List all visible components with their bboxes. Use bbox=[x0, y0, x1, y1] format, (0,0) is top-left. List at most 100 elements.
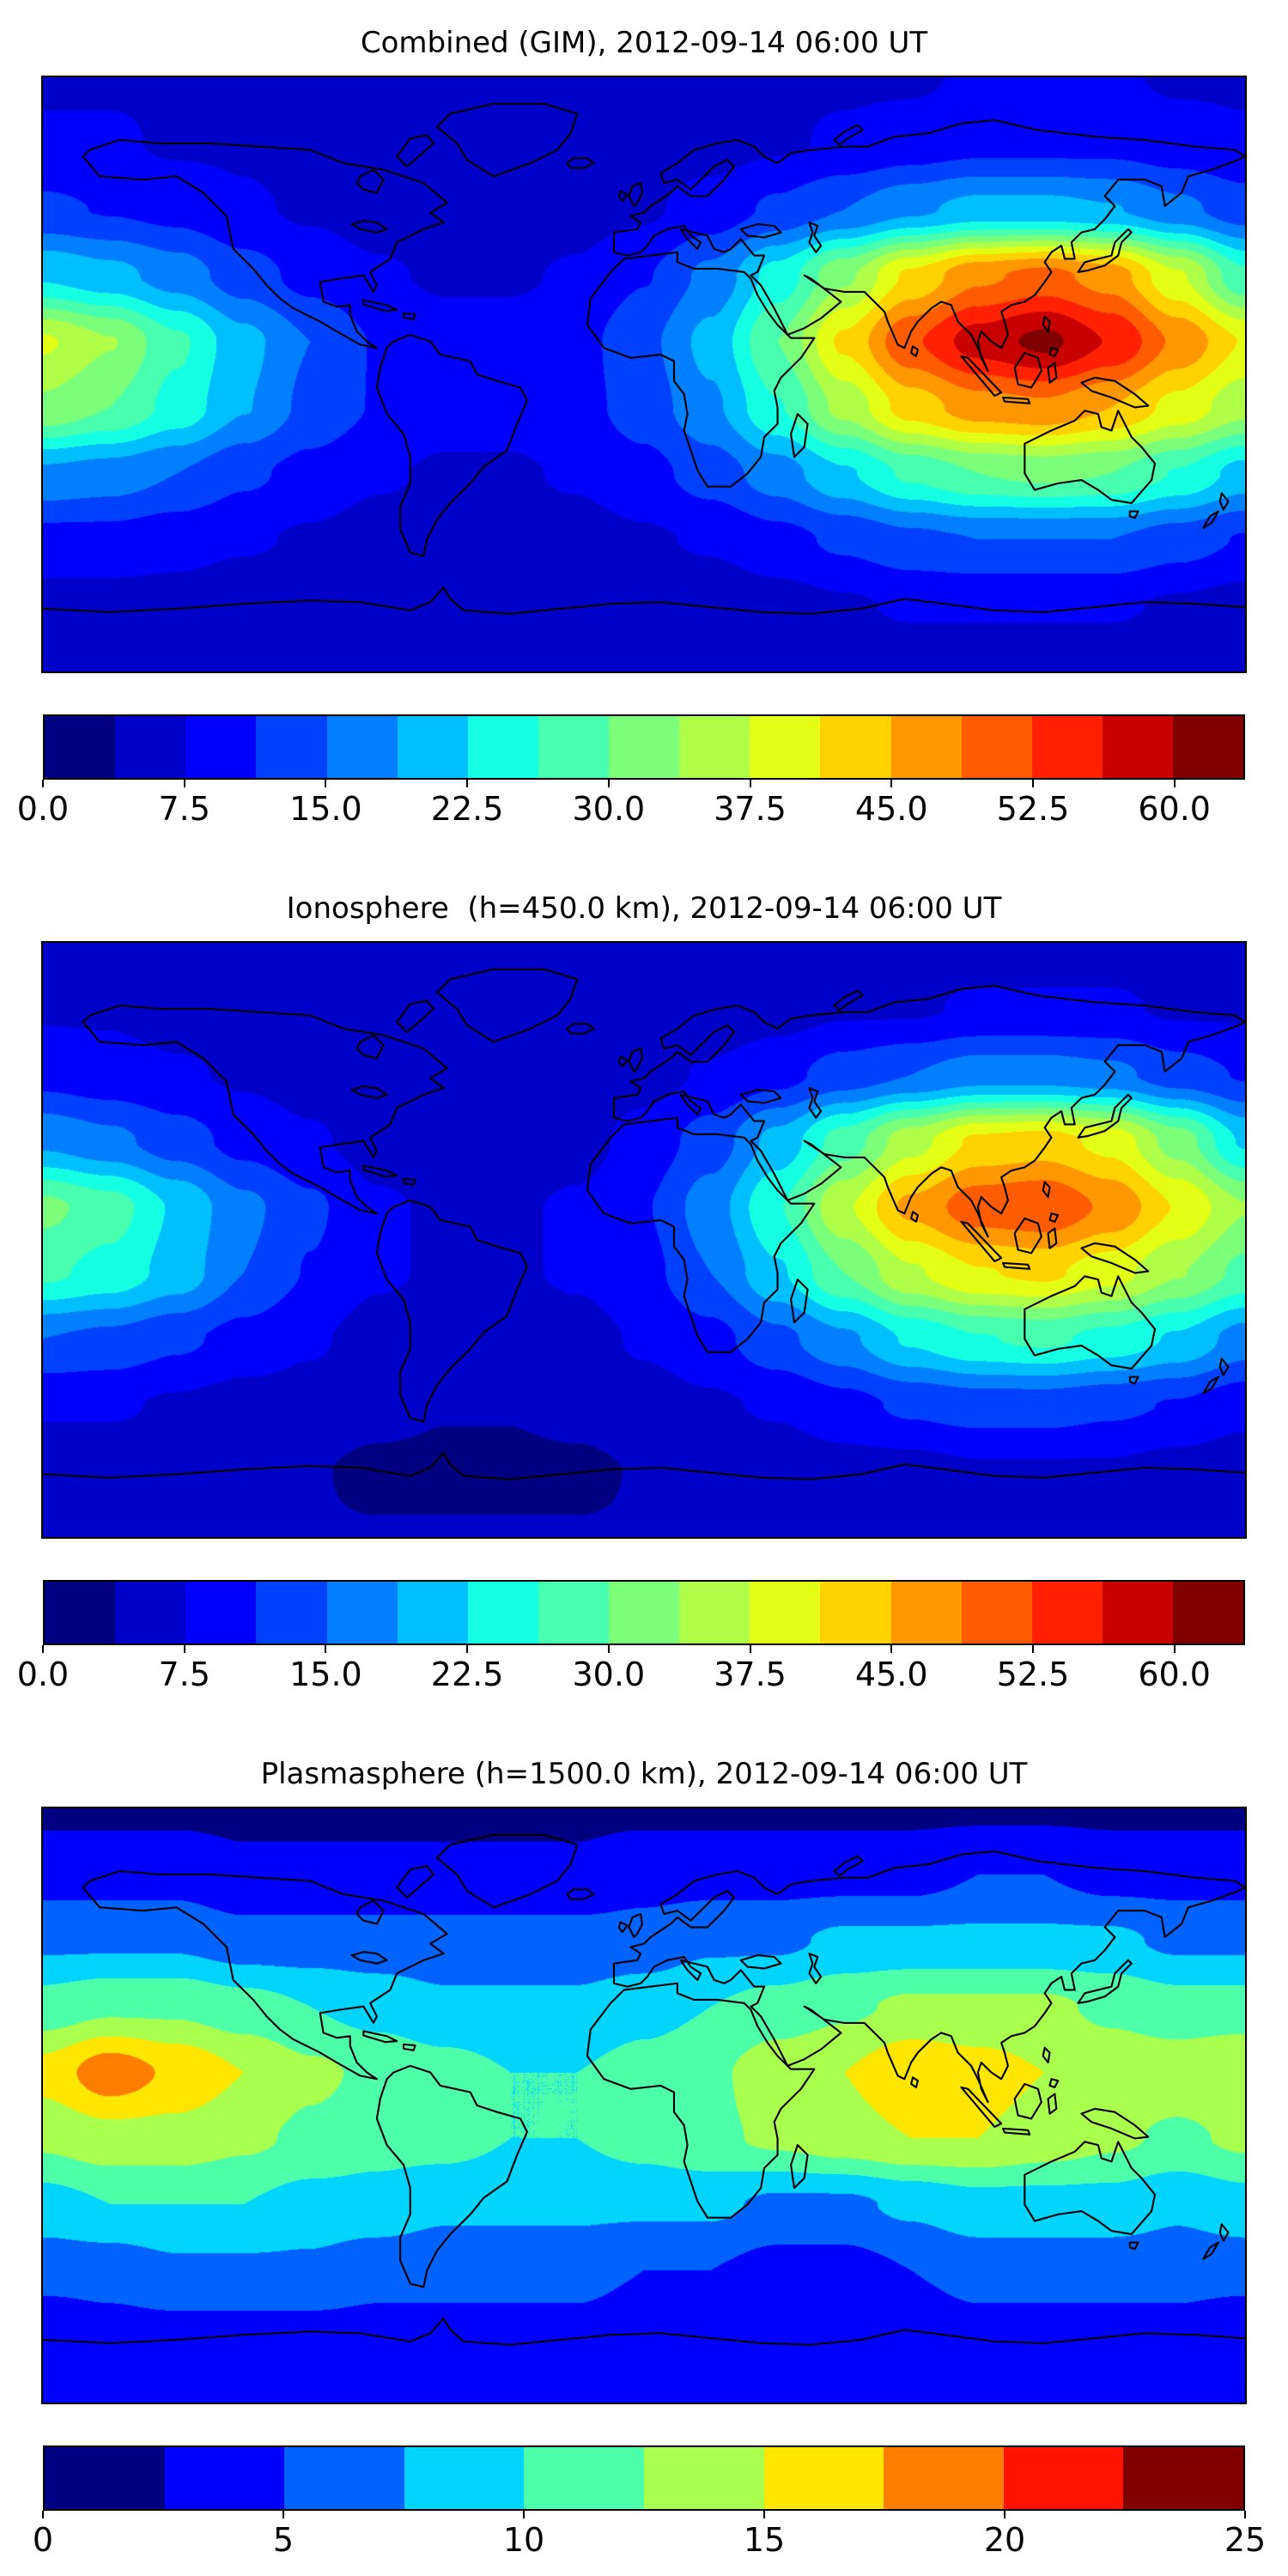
colorbar-segment bbox=[609, 1582, 680, 1643]
colorbar-tick-mark bbox=[183, 1645, 185, 1653]
colorbar-segment bbox=[961, 1582, 1032, 1643]
colorbar-segment bbox=[284, 2447, 404, 2509]
colorbar-segment bbox=[45, 2447, 165, 2509]
colorbar-wrap-plasmasphere: 0 5 10 15 20 25 bbox=[33, 2445, 1266, 2562]
colorbar-tick-mark bbox=[1244, 2511, 1246, 2518]
colorbar-tick-label: 0.0 bbox=[16, 790, 70, 828]
colorbar-segment bbox=[185, 716, 257, 778]
colorbar-segment bbox=[750, 1582, 821, 1643]
colorbar-segment bbox=[1102, 1582, 1173, 1643]
world-coastlines bbox=[43, 968, 1245, 1480]
colorbar-segment bbox=[679, 716, 750, 778]
world-coastlines bbox=[43, 102, 1245, 615]
colorbar-tick-label: 30.0 bbox=[572, 790, 646, 828]
colorbar-tick-label: 30.0 bbox=[572, 1656, 646, 1693]
colorbar-segment bbox=[256, 716, 327, 778]
colorbar-tick-mark bbox=[1173, 1645, 1176, 1653]
colorbar-segment bbox=[467, 1582, 538, 1643]
colorbar-segment bbox=[820, 1582, 891, 1643]
colorbar-tick-mark bbox=[466, 1645, 469, 1653]
colorbar-tick-label: 15.0 bbox=[289, 1656, 362, 1693]
colorbar-segment bbox=[404, 2447, 525, 2509]
colorbar-tick-mark bbox=[1004, 2511, 1005, 2518]
colorbar-segment bbox=[820, 716, 891, 778]
colorbar-tick-label: 15.0 bbox=[289, 790, 362, 828]
colorbar-tick-mark bbox=[749, 1645, 751, 1653]
colorbar-tick-mark bbox=[42, 1645, 44, 1653]
colorbar-tick-label: 52.5 bbox=[996, 1656, 1070, 1693]
colorbar-tick-mark bbox=[890, 780, 893, 787]
colorbar-tick-mark bbox=[42, 780, 44, 787]
colorbar-segment bbox=[763, 2447, 884, 2509]
colorbar-segment bbox=[538, 716, 609, 778]
colorbar-plasmasphere bbox=[43, 2445, 1245, 2511]
colorbar-segment bbox=[256, 1582, 327, 1643]
colorbar-segment bbox=[750, 716, 821, 778]
colorbar-tick-mark bbox=[1173, 780, 1176, 787]
colorbar-segment bbox=[326, 1582, 398, 1643]
colorbar-segment bbox=[609, 716, 680, 778]
colorbar-segment bbox=[1031, 1582, 1103, 1643]
tec-heatmap-canvas-combined bbox=[43, 77, 1245, 671]
tec-heatmap-canvas-ionosphere bbox=[43, 943, 1245, 1537]
colorbar-segment bbox=[1102, 716, 1173, 778]
coastline-overlay bbox=[43, 102, 1245, 615]
colorbar-segment bbox=[45, 1582, 116, 1643]
colorbar-segment bbox=[890, 1582, 962, 1643]
colorbar-tick-mark bbox=[523, 2511, 525, 2518]
colorbar-segment bbox=[326, 716, 398, 778]
colorbar-tick-label: 52.5 bbox=[996, 790, 1070, 828]
map-plasmasphere bbox=[41, 1807, 1247, 2404]
colorbar-segment bbox=[1173, 1582, 1244, 1643]
colorbar-tick-mark bbox=[42, 2511, 44, 2518]
colorbar-ticks-ionosphere: 0.0 7.5 15.0 22.5 30.0 37.5 45.0 52.5 60.0 bbox=[17, 1645, 1245, 1697]
colorbar-ticks-combined: 0.0 7.5 15.0 22.5 30.0 37.5 45.0 52.5 60.0 bbox=[17, 780, 1245, 831]
colorbar-wrap-ionosphere: 0.0 7.5 15.0 22.5 30.0 37.5 45.0 52.5 60.0 bbox=[17, 1580, 1245, 1697]
colorbar-tick-label: 22.5 bbox=[430, 1656, 504, 1693]
colorbar-segment bbox=[397, 716, 468, 778]
colorbar-tick-label: 45.0 bbox=[854, 790, 928, 828]
colorbar-tick-label: 60.0 bbox=[1138, 1656, 1211, 1693]
panel-title-ionosphere: Ionosphere (h=450.0 km), 2012-09-14 06:0… bbox=[286, 891, 1002, 926]
colorbar-segment bbox=[115, 716, 186, 778]
colorbar-tick-label: 45.0 bbox=[854, 1656, 928, 1693]
colorbar-segment bbox=[679, 1582, 750, 1643]
colorbar-segment bbox=[1003, 2447, 1124, 2509]
colorbar-tick-label: 22.5 bbox=[430, 790, 504, 828]
panel-combined-gim: Combined (GIM), 2012-09-14 06:00 UT 0.0 7… bbox=[0, 26, 1288, 831]
colorbar-tick-mark bbox=[607, 1645, 610, 1653]
colorbar-tick-label: 0 bbox=[32, 2521, 54, 2559]
colorbar-segment bbox=[538, 1582, 609, 1643]
colorbar-segment bbox=[884, 2447, 1004, 2509]
colorbar-tick-mark bbox=[1031, 1645, 1034, 1653]
colorbar-combined bbox=[43, 714, 1245, 780]
colorbar-segment bbox=[1123, 2447, 1243, 2509]
colorbar-wrap-combined: 0.0 7.5 15.0 22.5 30.0 37.5 45.0 52.5 60.0 bbox=[17, 714, 1245, 831]
colorbar-segment bbox=[1031, 716, 1103, 778]
panel-title-combined: Combined (GIM), 2012-09-14 06:00 UT bbox=[360, 26, 928, 60]
colorbar-tick-mark bbox=[466, 780, 469, 787]
colorbar-tick-label: 25 bbox=[1224, 2521, 1267, 2559]
colorbar-tick-label: 7.5 bbox=[158, 1656, 210, 1693]
map-ionosphere bbox=[41, 941, 1247, 1539]
colorbar-tick-mark bbox=[325, 1645, 327, 1653]
colorbar-tick-label: 10 bbox=[502, 2521, 545, 2559]
colorbar-tick-label: 37.5 bbox=[714, 790, 787, 828]
colorbar-tick-label: 20 bbox=[983, 2521, 1026, 2559]
colorbar-segment bbox=[524, 2447, 644, 2509]
colorbar-tick-label: 15 bbox=[743, 2521, 786, 2559]
colorbar-tick-label: 60.0 bbox=[1138, 790, 1211, 828]
tec-heatmap-canvas-plasmasphere bbox=[43, 1808, 1245, 2403]
colorbar-ticks-plasmasphere: 0 5 10 15 20 25 bbox=[33, 2511, 1266, 2562]
coastline-overlay bbox=[43, 968, 1245, 1480]
panel-ionosphere: Ionosphere (h=450.0 km), 2012-09-14 06:0… bbox=[0, 891, 1288, 1697]
colorbar-segment bbox=[1173, 716, 1244, 778]
map-combined bbox=[41, 76, 1247, 673]
colorbar-segment bbox=[890, 716, 962, 778]
colorbar-tick-mark bbox=[325, 780, 327, 787]
colorbar-tick-label: 0.0 bbox=[16, 1656, 70, 1693]
panel-title-plasmasphere: Plasmasphere (h=1500.0 km), 2012-09-14 0… bbox=[260, 1757, 1028, 1791]
colorbar-tick-label: 7.5 bbox=[158, 790, 210, 828]
